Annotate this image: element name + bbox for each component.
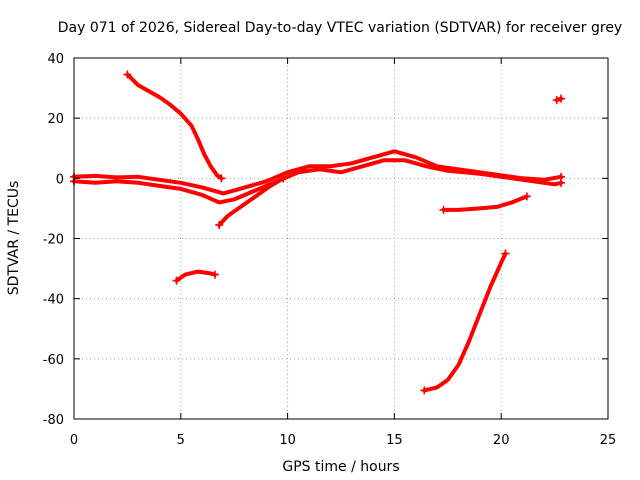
y-tick-label-1: -60 [43,353,64,368]
series-rising-track [215,174,288,229]
y-tick-label-4: 0 [56,172,64,187]
series-line-main-band-lower [72,158,563,205]
data-point-rising-track-start [215,220,224,229]
data-point-main-band-lower-end [557,178,566,187]
y-tick-label-3: -20 [43,233,64,248]
series-line-mid-segment [441,194,529,212]
x-tick-label-2: 10 [279,433,296,448]
data-point-short-dip-end [210,270,219,279]
series-line-rising-track [217,176,286,227]
series-line-falling-arc [125,72,224,181]
axis-ticks: 0 5 10 15 20 25 -80 -60 -40 -20 0 20 40 [43,52,617,448]
y-tick-label-6: 40 [47,52,64,67]
series-steep-rise [420,249,510,395]
y-tick-label-2: -40 [43,293,64,308]
data-point-rising-track-end [279,174,288,183]
chart-title: Day 071 of 2026, Sidereal Day-to-day VTE… [58,20,622,36]
data-point-falling-arc-end [217,174,226,183]
series-outlier [552,94,566,105]
x-tick-label-1: 5 [177,433,185,448]
data-point-outlier-start [557,94,566,103]
data-point-steep-rise-end [501,249,510,258]
data-point-mid-segment-end [522,192,531,201]
x-axis-label: GPS time / hours [282,459,399,475]
data-point-mid-segment-start [439,205,448,214]
data-point-short-dip-start [172,276,181,285]
series-mid-segment [439,192,531,214]
series-line-short-dip [174,269,217,283]
x-tick-label-5: 25 [600,433,617,448]
y-axis-label: SDTVAR / TECUs [6,181,22,296]
series-line-steep-rise [422,251,508,393]
data-point-falling-arc-start [123,70,132,79]
series-falling-arc [123,70,226,183]
y-tick-label-0: -80 [43,413,64,428]
data-series [70,70,566,395]
x-tick-label-4: 20 [493,433,510,448]
data-point-steep-rise-start [420,386,429,395]
series-short-dip [172,269,219,285]
x-tick-label-0: 0 [70,433,78,448]
y-tick-label-5: 20 [47,112,64,127]
data-point-outlier-end [552,96,561,105]
x-tick-label-3: 15 [386,433,403,448]
